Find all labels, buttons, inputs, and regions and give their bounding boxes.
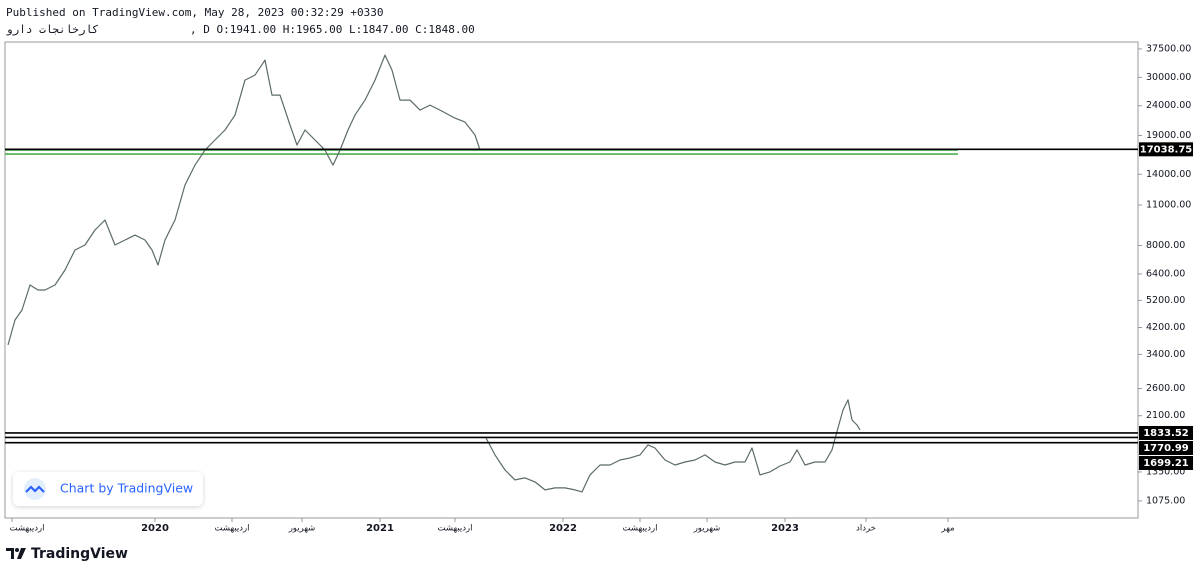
watermark xyxy=(13,472,203,506)
x-tick-label: اردیبهشت xyxy=(622,524,657,534)
x-tick-label: مهر xyxy=(940,524,954,534)
y-tick-label: 2100.00 xyxy=(1146,410,1185,421)
y-tick-label: 6400.00 xyxy=(1146,268,1185,279)
y-tick-label: 19000.00 xyxy=(1146,130,1191,141)
watermark-box xyxy=(13,472,203,506)
y-tick-label: 4200.00 xyxy=(1146,322,1185,333)
published-text: Published on TradingView.com, May 28, 20… xyxy=(6,6,384,19)
level-label-box xyxy=(1139,142,1193,157)
y-tick-label: 11000.00 xyxy=(1146,199,1191,210)
logo-part xyxy=(17,548,26,559)
y-tick-label: 24000.00 xyxy=(1146,100,1191,111)
price-line xyxy=(7,54,861,493)
level-label-box xyxy=(1139,425,1193,440)
level-label-box xyxy=(1139,440,1193,455)
x-tick-label: 2023 xyxy=(771,523,799,534)
x-tick-label: شهریور xyxy=(288,524,316,534)
footer-logo xyxy=(6,548,26,559)
symbol-name: کارخانجات دارو xyxy=(6,23,99,36)
y-tick-label: 1350.00 xyxy=(1146,466,1185,477)
y-tick-label: 1075.00 xyxy=(1146,495,1185,506)
y-tick-label: 5200.00 xyxy=(1146,295,1185,306)
watermark-icon-bg xyxy=(24,478,46,500)
level-label: 17038.75 xyxy=(1140,144,1193,155)
level-label: 1770.99 xyxy=(1143,443,1189,454)
level-label: 1833.52 xyxy=(1143,428,1189,439)
x-tick-label: خرداد xyxy=(856,524,876,534)
watermark-icon xyxy=(25,485,45,493)
x-tick-label: اردیبهشت xyxy=(437,524,472,534)
x-tick-label: اردیبهشت xyxy=(9,524,44,534)
logo-part xyxy=(15,548,19,552)
y-tick-label: 2600.00 xyxy=(1146,383,1185,394)
y-tick-label: 3400.00 xyxy=(1146,349,1185,360)
x-tick-label: 2020 xyxy=(141,523,169,534)
x-tick-label: اردیبهشت xyxy=(214,524,249,534)
plot: 37500.00 30000.00 24000.00 19000.00 14000.00… xyxy=(5,43,1191,534)
footer-brand: TradingView xyxy=(31,546,128,562)
plot-frame xyxy=(4,41,1139,519)
x-tick-label: 2021 xyxy=(366,523,394,534)
y-tick-label: 30000.00 xyxy=(1146,72,1191,83)
logo-part xyxy=(6,548,14,559)
ohlc-text: , D O:1941.00 H:1965.00 L:1847.00 C:1848… xyxy=(190,23,475,36)
watermark-text: Chart by TradingView xyxy=(60,481,193,496)
level-label-box xyxy=(1139,455,1193,470)
y-tick-label: 37500.00 xyxy=(1146,43,1191,54)
y-tick-label: 14000.00 xyxy=(1146,169,1191,180)
y-tick-label: 8000.00 xyxy=(1146,240,1185,251)
level-label: 1699.21 xyxy=(1143,458,1189,469)
x-tick-label: 2022 xyxy=(549,523,577,534)
x-tick-label: شهریور xyxy=(693,524,721,534)
